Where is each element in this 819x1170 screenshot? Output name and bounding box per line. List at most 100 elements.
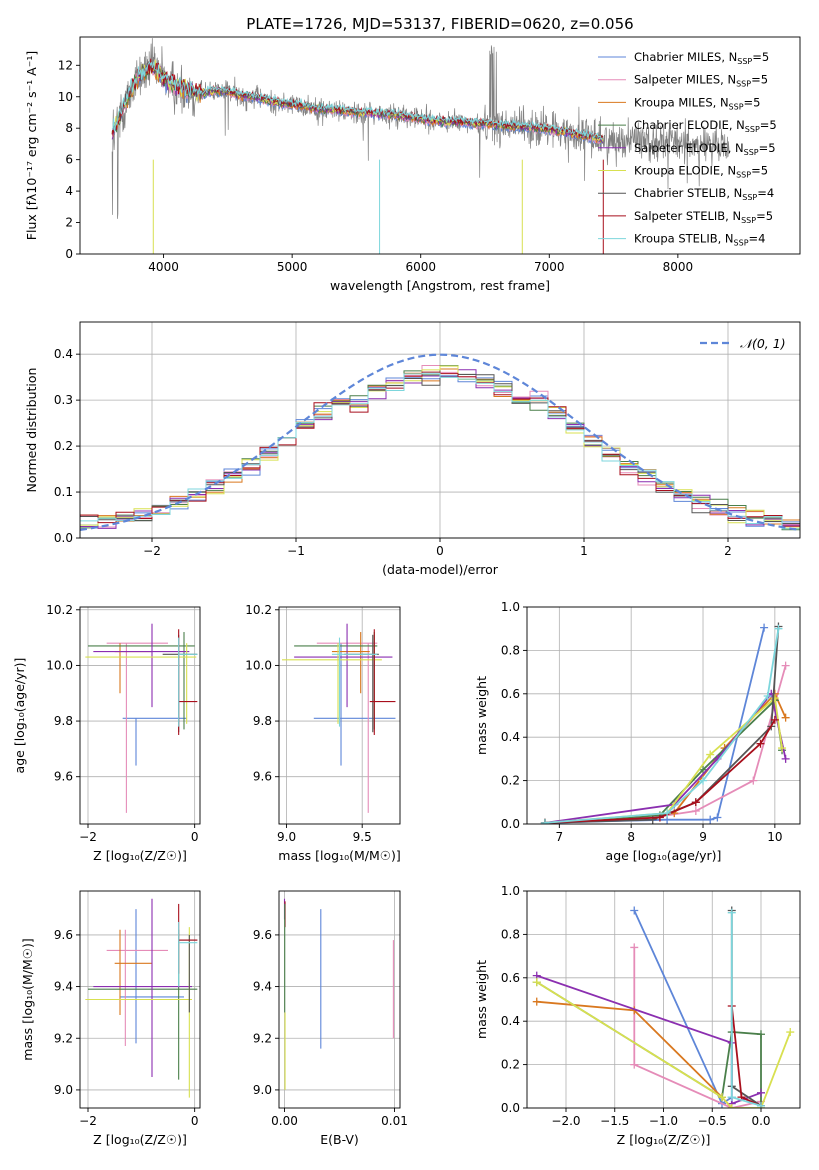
errorbar-kroupa-elodie [282,643,382,724]
age-vs-mass-plot-area [282,623,396,813]
y-tick-label: 9.8 [253,714,272,728]
axes-frame [79,36,801,255]
data-point-marker [727,1093,736,1102]
series-line-chabrier-miles [544,627,765,824]
age-vs-Z-panel: −2 0 9.6 9.8 10.0 10.2 Z [log₁₀(Z/Z☉)] age [log… [12,603,201,863]
spectrum-panel: 4000 5000 6000 7000 8000 0 2 4 6 8 10 12 wavelength … [24,36,801,293]
data-point-marker [630,943,639,952]
series-kroupa-elodie [540,694,787,824]
data-point-marker [532,978,541,987]
y-tick-label: 0.8 [501,643,520,657]
mass-vs-Z-plot-area [85,898,198,1098]
y-tick-label: 9.0 [54,1083,73,1097]
x-axis-label: age [log₁₀(age/yr)] [606,848,722,863]
x-tick-label: 0 [191,830,199,844]
errorbar-kroupa-elodie [85,643,197,724]
x-tick-label: 0 [191,1114,199,1128]
series-salpeter-miles [630,943,765,1108]
x-tick-label: −1.5 [600,1114,629,1128]
legend-label-kroupa-miles: Kroupa MILES, NSSP=5 [634,95,760,111]
y-tick-label: 9.2 [54,1031,73,1045]
errorbar-chabrier-elodie [88,929,198,1080]
legend-label-salpeter-miles: Salpeter MILES, NSSP=5 [634,73,768,89]
figure-title: PLATE=1726, MJD=53137, FIBERID=0620, z=0… [246,15,633,33]
errorbar-chabrier-stelib [162,634,198,733]
weight-vs-age-plot-area [540,622,790,824]
data-point-marker [781,661,790,670]
spectrum-legend: Chabrier MILES, NSSP=5 Salpeter MILES, NS… [598,50,777,248]
series-line-chabrier-stelib [730,910,762,1107]
errorbar-chabrier-elodie [88,632,195,730]
model-spectrum-kroupa-elodie [111,59,604,142]
y-tick-label: 0.2 [501,774,520,788]
y-axis-label: mass weight [474,960,489,1039]
x-tick-label: 6000 [405,260,436,274]
legend-label-chabrier-stelib: Chabrier STELIB, NSSP=4 [634,186,774,202]
y-tick-label: 9.6 [54,928,73,942]
y-tick-label: 9.2 [253,1031,272,1045]
x-axis-label: mass [log₁₀(M/M☉)] [278,848,400,863]
legend-label-salpeter-elodie: Salpeter ELODIE, NSSP=5 [634,141,776,157]
age-vs-mass-panel: 9.0 9.5 9.6 9.8 10.0 10.2 mass [log₁₀(M/M☉)] [245,603,400,863]
legend-label-salpeter-stelib: Salpeter STELIB, NSSP=5 [634,209,773,225]
model-spectrum-kroupa-stelib [111,61,604,141]
data-point-marker [540,818,549,824]
errorbar-salpeter-stelib [369,629,396,735]
y-axis-label: mass weight [474,676,489,755]
spectrum-plot-area [111,38,730,254]
x-tick-label: −1 [287,544,305,558]
x-tick-label: 0.01 [381,1114,408,1128]
series-chabrier-elodie [540,696,787,824]
legend-label-chabrier-elodie: Chabrier ELODIE, NSSP=5 [634,118,777,134]
y-tick-label: 0.0 [501,817,520,831]
data-point-marker [699,765,708,774]
y-tick-label: 0.0 [501,1101,520,1115]
data-point-marker [770,715,779,724]
series-chabrier-elodie [532,978,765,1108]
y-tick-label: 0.1 [54,485,73,499]
data-point-marker [786,1028,795,1037]
data-point-marker [781,754,790,763]
data-point-marker [630,906,639,915]
y-tick-label: 10.2 [245,603,272,617]
mass-vs-EBV-panel: 0.00 0.01 9.0 9.2 9.4 9.6 E(B-V) [253,890,408,1147]
axes-frame [278,890,401,1109]
y-tick-label: 0.4 [501,730,520,744]
legend-label-chabrier-miles: Chabrier MILES, NSSP=5 [634,50,769,66]
x-axis-label: (data-model)/error [382,562,499,577]
data-point-marker [757,1088,765,1097]
y-tick-label: 2 [65,216,73,230]
series-line-salpeter-miles [633,947,762,1108]
legend-label-gaussian: 𝒩(0, 1) [740,336,786,351]
x-tick-label: 8 [627,830,635,844]
y-axis-label: Flux [fλ10⁻¹⁷ erg cm⁻² s⁻¹ A⁻¹] [24,51,39,240]
data-point-marker [663,809,672,818]
data-point-marker [655,813,664,822]
weight-vs-Z-plot-area [532,906,795,1108]
y-tick-label: 0.8 [501,927,520,941]
data-point-marker [532,997,541,1006]
y-tick-label: 1.0 [501,884,520,898]
series-line-chabrier-elodie [544,698,783,824]
data-point-marker [757,1101,765,1108]
y-tick-label: 8 [65,121,73,135]
x-tick-label: 4000 [148,260,179,274]
y-tick-label: 0.2 [501,1058,520,1072]
data-point-marker [774,624,783,633]
x-tick-label: 9.0 [277,830,296,844]
x-axis-label: Z [log₁₀(Z/Z☉)] [617,1132,711,1147]
x-tick-label: 0.0 [751,1114,770,1128]
x-axis-label: Z [log₁₀(Z/Z☉)] [93,1132,187,1147]
y-tick-label: 10.0 [245,658,272,672]
errorbar-kroupa-miles [114,643,152,694]
axes-frame [526,606,801,825]
series-salpeter-elodie [540,689,790,824]
data-point-marker [691,806,700,815]
x-tick-label: 7000 [534,260,565,274]
x-tick-label: −2 [79,1114,97,1128]
x-axis-label: Z [log₁₀(Z/Z☉)] [93,848,187,863]
x-axis-label: wavelength [Angstrom, rest frame] [330,278,550,293]
x-tick-label: 7 [556,830,564,844]
y-tick-label: 0.0 [54,531,73,545]
